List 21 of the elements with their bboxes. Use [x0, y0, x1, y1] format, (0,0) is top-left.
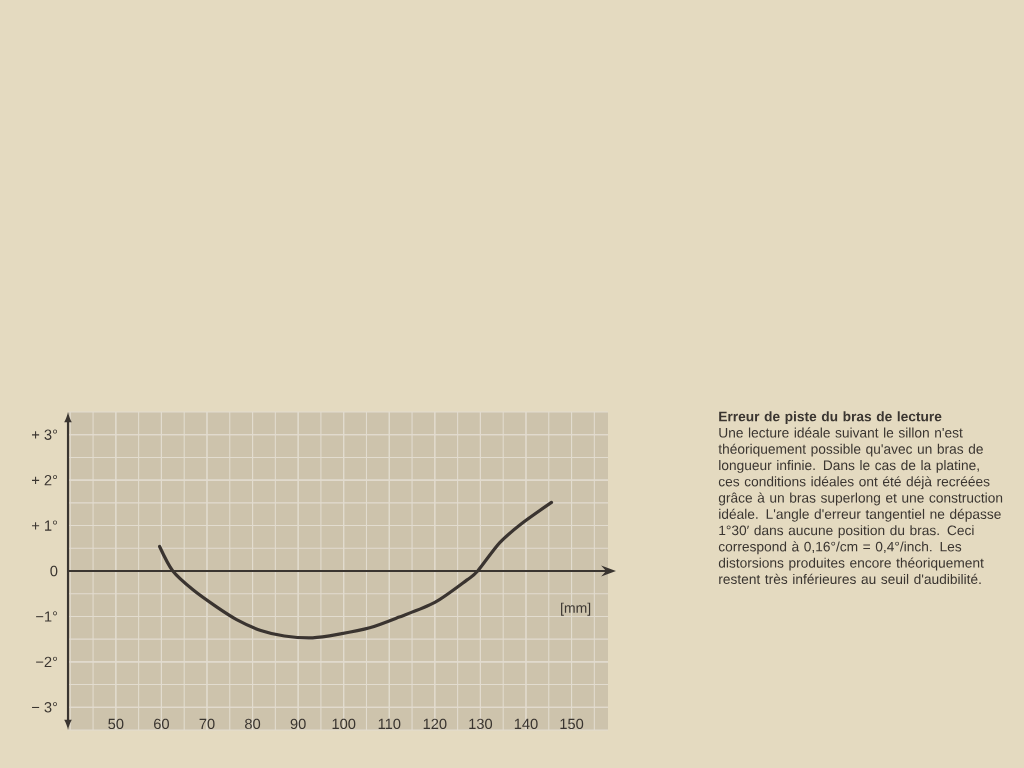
x-tick-label: 80	[245, 718, 261, 730]
x-tick-label: 50	[108, 718, 124, 730]
y-tick-label: + 1°	[32, 520, 58, 531]
x-tick-label: 70	[199, 718, 215, 730]
y-tick-label: −2°	[36, 656, 58, 667]
x-tick-label: 100	[332, 718, 356, 730]
x-axis-title: [mm]	[561, 602, 591, 616]
x-tick-label: 130	[469, 718, 493, 730]
x-tick-label: 90	[290, 718, 306, 730]
x-tick-label: 150	[560, 718, 584, 730]
x-tick-label: 120	[423, 718, 447, 730]
x-tick-label: 140	[514, 718, 538, 730]
text: Une lecture idéale suivant le sillon n'est théoriquement possible qu'avec un bras de longueur infinie. Dans le cas de la platine, ces conditions idéales ont été déjà recréées grâce à un bras superlong et une construction idéale. L'angle d'erreur tangentiel ne dépasse 1°30′ dans aucune position du bras. Ceci correspond à 0,16°/cm = 0,4°/inch. Les distorsions produites encore théoriquement restent très inférieures au seuil d'audibilité.	[718, 427, 1003, 585]
y-tick-label: −1°	[36, 611, 58, 622]
y-tick-label: + 2°	[32, 475, 58, 486]
y-tick-label: − 3°	[32, 702, 58, 713]
text: Erreur de piste du bras de lecture	[719, 411, 942, 425]
x-tick-label: 60	[154, 718, 169, 730]
y-tick-label: + 3°	[32, 429, 58, 440]
x-tick-label: 110	[378, 718, 401, 730]
y-tick-label: 0	[50, 565, 58, 577]
